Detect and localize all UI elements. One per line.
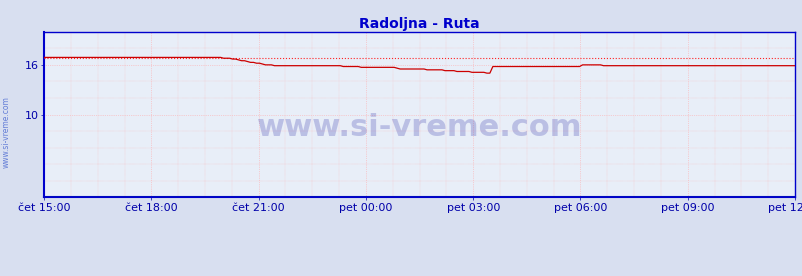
- Title: Radoljna - Ruta: Radoljna - Ruta: [358, 17, 480, 31]
- Text: www.si-vreme.com: www.si-vreme.com: [2, 97, 11, 168]
- Text: www.si-vreme.com: www.si-vreme.com: [257, 113, 581, 142]
